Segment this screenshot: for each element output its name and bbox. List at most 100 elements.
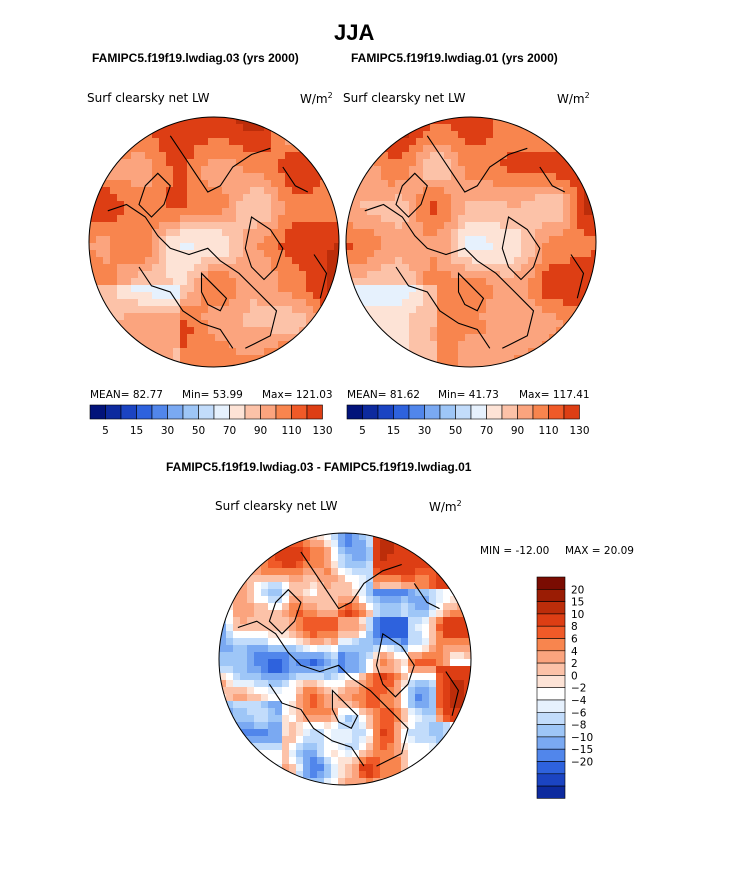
colorbar-swatch bbox=[377, 404, 394, 420]
page-title: JJA bbox=[334, 20, 375, 45]
diff-min: MIN = -12.00 bbox=[480, 545, 550, 557]
colorbar-swatch bbox=[244, 404, 261, 420]
colorbar-tick-label: −2 bbox=[571, 683, 586, 695]
colorbar-tick-label: 6 bbox=[571, 634, 578, 646]
colorbar-swatch bbox=[536, 675, 566, 689]
diff-max: MAX = 20.09 bbox=[565, 545, 634, 557]
colorbar-tick-label: 70 bbox=[480, 425, 493, 437]
colorbar-swatch bbox=[536, 736, 566, 750]
colorbar-swatch bbox=[362, 404, 379, 420]
colorbar-swatch bbox=[455, 404, 472, 420]
colorbar-swatch bbox=[136, 404, 153, 420]
colorbar-tick-label: 4 bbox=[571, 646, 578, 658]
colorbar-swatch bbox=[439, 404, 456, 420]
colorbar-tick-label: 5 bbox=[359, 425, 366, 437]
colorbar-swatch bbox=[229, 404, 246, 420]
colorbar-tick-label: 5 bbox=[102, 425, 109, 437]
colorbar-tick-label: 90 bbox=[254, 425, 267, 437]
colorbar-swatch bbox=[548, 404, 565, 420]
colorbar-swatch bbox=[120, 404, 137, 420]
panel1-units: W/m2 bbox=[300, 91, 333, 106]
colorbar-swatch bbox=[167, 404, 184, 420]
colorbar-swatch bbox=[536, 662, 566, 676]
colorbar-tick-label: 15 bbox=[387, 425, 400, 437]
panel2-field-label: Surf clearsky net LW bbox=[343, 91, 466, 105]
map-panel-3 bbox=[218, 532, 472, 786]
colorbar-panel-2: 5 15 30 50 70 90 110 130 bbox=[346, 404, 590, 437]
diff-title: FAMIPC5.f19f19.lwdiag.03 - FAMIPC5.f19f1… bbox=[166, 460, 472, 474]
colorbar-swatch bbox=[213, 404, 230, 420]
colorbar-tick-label: 30 bbox=[161, 425, 174, 437]
colorbar-swatch bbox=[536, 638, 566, 652]
colorbar-swatch bbox=[536, 748, 566, 762]
colorbar-swatch bbox=[563, 404, 580, 420]
coastlines bbox=[364, 135, 585, 349]
colorbar-swatch bbox=[486, 404, 503, 420]
colorbar-swatch bbox=[424, 404, 441, 420]
colorbar-tick-label: 8 bbox=[571, 621, 578, 633]
colorbar-swatch bbox=[346, 404, 363, 420]
colorbar-tick-label: 2 bbox=[571, 658, 578, 670]
colorbar-swatch bbox=[291, 404, 308, 420]
coastlines bbox=[237, 551, 459, 767]
colorbar-swatch bbox=[306, 404, 323, 420]
colorbar-tick-label: 130 bbox=[312, 425, 332, 437]
colorbar-tick-label: 110 bbox=[538, 425, 558, 437]
colorbar-tick-label: 0 bbox=[571, 670, 578, 682]
colorbar-tick-label: 15 bbox=[130, 425, 143, 437]
colorbar-swatch bbox=[105, 404, 122, 420]
map-panel-2 bbox=[345, 116, 597, 368]
colorbar-tick-label: 20 bbox=[571, 584, 584, 596]
colorbar-tick-label: 50 bbox=[192, 425, 205, 437]
panel2-title: FAMIPC5.f19f19.lwdiag.01 (yrs 2000) bbox=[351, 51, 558, 65]
colorbar-swatch bbox=[151, 404, 168, 420]
colorbar-swatch bbox=[470, 404, 487, 420]
colorbar-swatch bbox=[501, 404, 518, 420]
colorbar-swatch bbox=[536, 699, 566, 713]
colorbar-swatch bbox=[393, 404, 410, 420]
panel1-min: Min= 53.99 bbox=[182, 389, 243, 401]
colorbar-swatch bbox=[536, 773, 566, 787]
colorbar-tick-label: −8 bbox=[571, 720, 586, 732]
panel2-units: W/m2 bbox=[557, 91, 590, 106]
map-field-3 bbox=[219, 533, 471, 785]
colorbar-tick-label: 130 bbox=[569, 425, 589, 437]
panel1-field-label: Surf clearsky net LW bbox=[87, 91, 210, 105]
colorbar-swatch bbox=[536, 724, 566, 738]
colorbar-swatch bbox=[536, 613, 566, 627]
colorbar-swatch bbox=[198, 404, 215, 420]
colorbar-tick-label: 70 bbox=[223, 425, 236, 437]
colorbar-swatch bbox=[275, 404, 292, 420]
colorbar-tick-label: −10 bbox=[571, 732, 593, 744]
colorbar-swatch bbox=[536, 576, 566, 590]
diff-units: W/m2 bbox=[429, 499, 462, 514]
colorbar-swatch bbox=[517, 404, 534, 420]
panel1-title: FAMIPC5.f19f19.lwdiag.03 (yrs 2000) bbox=[92, 51, 299, 65]
colorbar-tick-label: 15 bbox=[571, 597, 584, 609]
diff-field-label: Surf clearsky net LW bbox=[215, 499, 338, 513]
coastlines bbox=[107, 135, 328, 349]
colorbar-tick-label: −6 bbox=[571, 707, 587, 719]
colorbar-tick-label: 30 bbox=[418, 425, 431, 437]
colorbar-swatch bbox=[532, 404, 549, 420]
colorbar-swatch bbox=[536, 711, 566, 725]
colorbar-swatch bbox=[536, 785, 566, 799]
panel1-mean: MEAN= 82.77 bbox=[90, 389, 163, 401]
colorbar-swatch bbox=[536, 687, 566, 701]
colorbar-swatch bbox=[536, 601, 566, 615]
panel2-min: Min= 41.73 bbox=[438, 389, 499, 401]
colorbar-tick-label: −4 bbox=[571, 695, 587, 707]
colorbar-swatch bbox=[182, 404, 199, 420]
colorbar-tick-label: 110 bbox=[281, 425, 301, 437]
map-border bbox=[345, 116, 597, 368]
colorbar-tick-label: −15 bbox=[571, 744, 593, 756]
map-border bbox=[218, 532, 472, 786]
colorbar-swatch bbox=[536, 650, 566, 664]
map-panel-1 bbox=[88, 116, 340, 368]
map-border bbox=[88, 116, 340, 368]
panel2-mean: MEAN= 81.62 bbox=[347, 389, 420, 401]
colorbar-swatch bbox=[89, 404, 106, 420]
colorbar-tick-label: 90 bbox=[511, 425, 524, 437]
